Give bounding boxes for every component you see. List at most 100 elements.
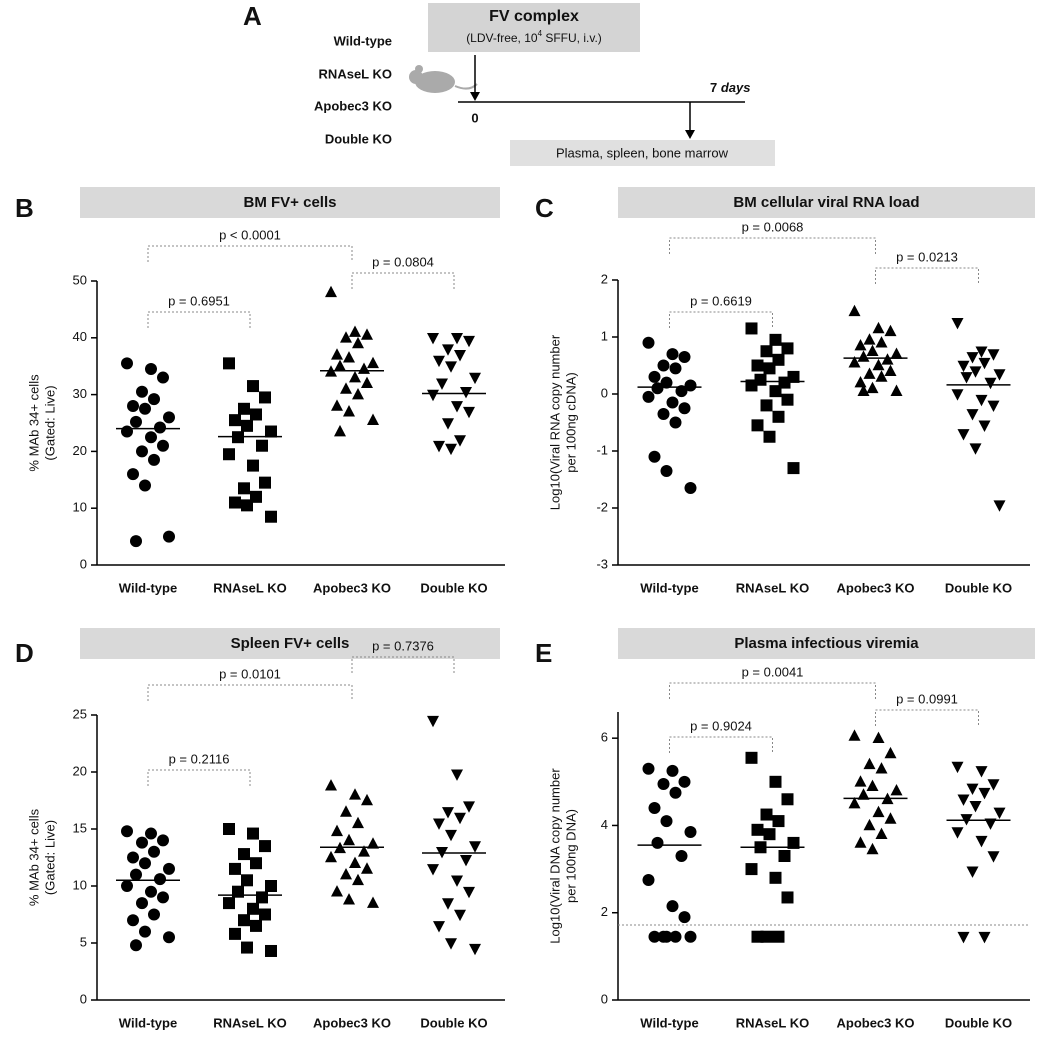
data-point [769, 333, 782, 346]
data-point [678, 402, 691, 415]
data-point [460, 854, 472, 867]
data-point [259, 908, 271, 921]
data-point [238, 848, 250, 861]
chart-title: Spleen FV+ cells [231, 635, 350, 652]
data-point [875, 762, 888, 774]
data-point [361, 376, 373, 389]
data-point [145, 363, 157, 376]
comparison-bracket [147, 769, 251, 786]
y-tick-label: 10 [73, 500, 87, 515]
data-point [751, 930, 764, 943]
data-point [121, 357, 133, 370]
data-point [684, 930, 697, 943]
data-point [442, 807, 454, 819]
data-point [875, 370, 888, 382]
data-point [957, 360, 970, 373]
data-point [854, 836, 867, 848]
data-point [760, 399, 773, 412]
data-point [669, 362, 682, 375]
data-point [148, 393, 160, 406]
panel-letter: B [15, 193, 34, 223]
data-point [139, 857, 151, 870]
comparison-bracket [669, 736, 773, 753]
data-point [232, 885, 244, 898]
title-box [618, 628, 1035, 659]
data-point [445, 829, 457, 842]
data-point [666, 900, 679, 913]
data-point [121, 880, 133, 892]
data-point [772, 410, 785, 423]
data-point [433, 818, 445, 830]
data-point [451, 769, 463, 781]
data-point [872, 731, 885, 743]
data-point [340, 805, 352, 817]
data-point [427, 715, 439, 728]
chart-panel: B BM FV+ cells % MAb 34+ cells (Gated: Live… [15, 187, 505, 595]
data-point [863, 818, 876, 831]
y-axis-label: (Gated: Live) [42, 385, 57, 460]
data-point [781, 891, 794, 904]
data-point [445, 443, 457, 456]
data-point [154, 421, 166, 434]
data-point [250, 919, 262, 932]
data-point [769, 775, 782, 788]
data-point [651, 836, 664, 849]
data-point [781, 793, 794, 806]
data-point [157, 891, 169, 904]
data-point [247, 902, 259, 915]
data-point [863, 367, 876, 379]
data-point [781, 342, 794, 355]
data-point [978, 931, 991, 944]
data-point [778, 850, 791, 862]
box-subtitle: (LDV-free, 104 SFFU, i.v.) [466, 29, 602, 45]
y-tick-label: 40 [73, 329, 87, 344]
data-point [745, 863, 758, 876]
data-point [875, 336, 888, 348]
data-point [361, 328, 373, 340]
data-point [745, 379, 758, 392]
data-point [966, 352, 979, 364]
y-tick-label: 0 [80, 991, 87, 1006]
outcome-text: Plasma, spleen, bone marrow [556, 145, 729, 160]
data-point [966, 409, 979, 421]
data-point [463, 801, 475, 813]
x-tick-label: Double KO [420, 580, 487, 595]
data-point [241, 941, 253, 954]
chart-panel: C BM cellular viral RNA load Log10(Viral R… [535, 187, 1035, 595]
data-point [957, 794, 970, 806]
subtitle-sup: 4 [538, 29, 543, 38]
data-point [223, 897, 235, 910]
data-point [866, 381, 879, 394]
y-axis-label: % MAb 34+ cells [26, 374, 41, 472]
data-point [669, 416, 682, 429]
data-point [760, 345, 773, 358]
data-point [772, 815, 785, 828]
x-tick-label: RNAseL KO [736, 580, 809, 595]
data-point [966, 866, 979, 878]
data-point [675, 850, 688, 862]
data-point [247, 459, 259, 472]
data-point [241, 499, 253, 512]
data-point [660, 376, 673, 389]
data-point [352, 816, 364, 829]
data-point [367, 837, 379, 849]
data-point [433, 921, 445, 933]
data-point [890, 384, 903, 396]
data-point [890, 347, 903, 359]
data-point [238, 914, 250, 927]
subtitle-part: (LDV-free, 10 [466, 31, 538, 45]
data-point [848, 356, 861, 368]
p-value: p < 0.0001 [219, 227, 281, 242]
p-value: p = 0.0804 [372, 254, 434, 269]
data-point [247, 380, 259, 393]
data-point [238, 482, 250, 495]
data-point [787, 462, 800, 475]
data-point [223, 823, 235, 835]
data-point [657, 778, 670, 790]
group-label: RNAseL KO [319, 66, 392, 81]
data-point [469, 943, 481, 956]
data-point [684, 482, 697, 495]
data-point [256, 891, 268, 904]
data-point [684, 826, 697, 838]
data-point [763, 430, 776, 443]
